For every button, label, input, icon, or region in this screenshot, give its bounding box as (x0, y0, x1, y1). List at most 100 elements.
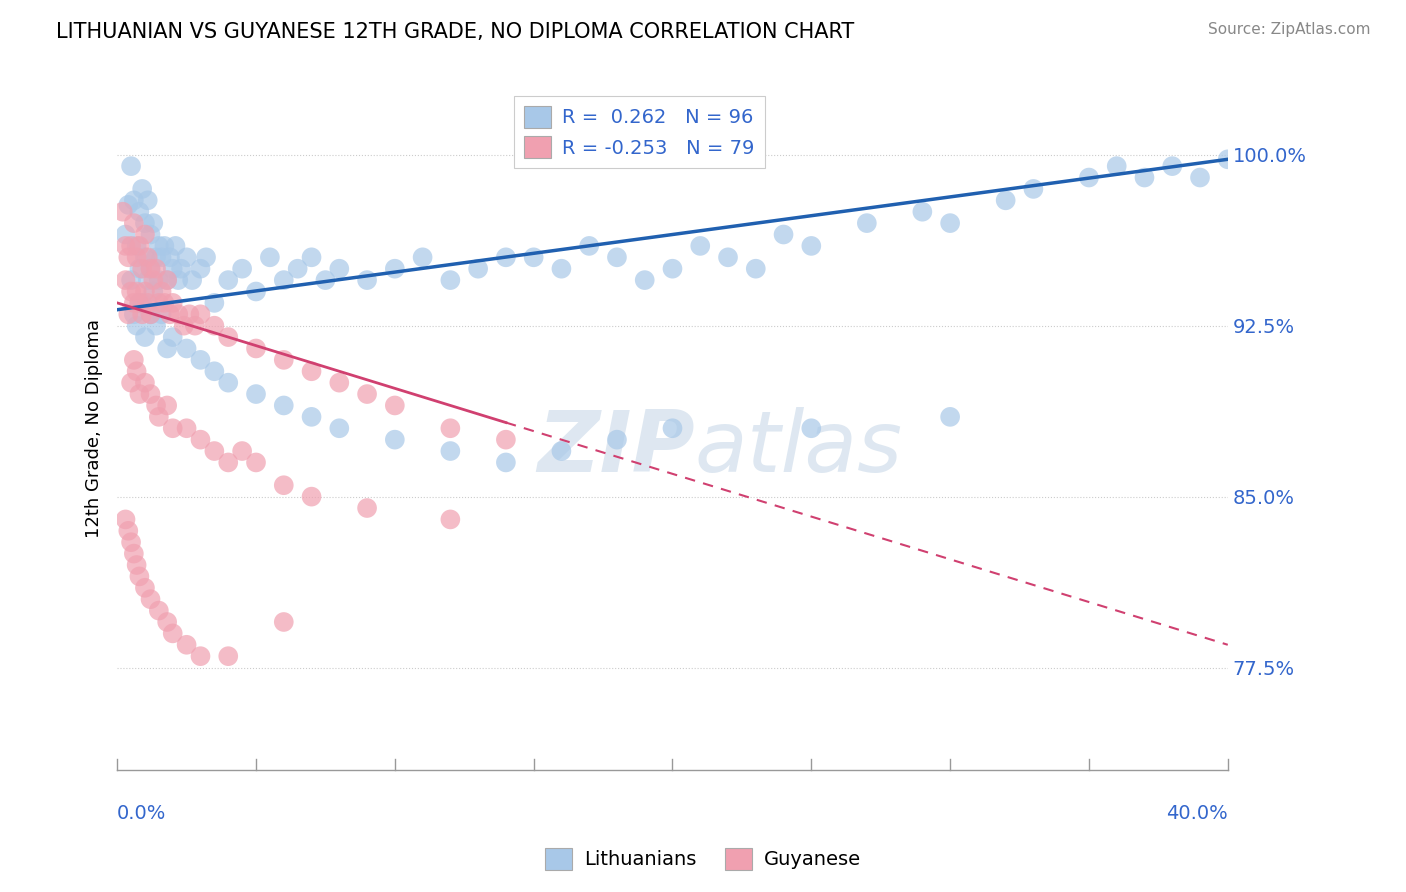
Point (717, 250, 740, 264)
Point (301, 409, 323, 424)
Point (148, 296, 170, 310)
Point (176, 342, 198, 356)
Point (125, 558, 148, 572)
Point (150, 250, 173, 264)
Point (176, 638, 198, 652)
Point (131, 296, 153, 310)
Point (176, 250, 198, 264)
Point (145, 399, 167, 413)
Point (136, 296, 159, 310)
Point (550, 261, 572, 276)
Point (117, 524, 139, 538)
Point (273, 399, 295, 413)
Point (153, 296, 176, 310)
Point (122, 216, 145, 230)
Point (606, 433, 628, 447)
Point (134, 581, 156, 595)
Point (190, 261, 212, 276)
Point (356, 501, 378, 516)
Point (128, 204, 150, 219)
Point (125, 250, 148, 264)
Point (128, 569, 150, 583)
Point (139, 307, 162, 321)
Point (150, 285, 173, 299)
Point (190, 352, 212, 367)
Point (156, 342, 179, 356)
Text: ZIP: ZIP (537, 408, 695, 491)
Point (134, 285, 156, 299)
Point (578, 239, 600, 253)
Point (120, 535, 142, 549)
Point (148, 409, 170, 424)
Point (131, 307, 153, 321)
Point (114, 239, 136, 253)
Point (134, 216, 156, 230)
Point (150, 307, 173, 321)
Text: 0.0%: 0.0% (117, 805, 166, 823)
Point (273, 615, 295, 629)
Point (314, 273, 336, 287)
Point (467, 261, 489, 276)
Point (122, 352, 145, 367)
Point (911, 204, 934, 219)
Point (128, 239, 150, 253)
Point (1133, 170, 1156, 185)
Point (190, 433, 212, 447)
Point (202, 444, 225, 458)
Point (131, 182, 153, 196)
Point (156, 615, 179, 629)
Point (114, 273, 136, 287)
Point (120, 159, 142, 173)
Point (156, 273, 179, 287)
Point (202, 364, 225, 378)
Point (412, 250, 434, 264)
Point (148, 273, 170, 287)
Point (148, 604, 170, 618)
Point (634, 273, 657, 287)
Point (139, 592, 162, 607)
Point (1188, 170, 1211, 185)
Point (439, 273, 461, 287)
Point (301, 250, 323, 264)
Point (153, 239, 176, 253)
Point (745, 261, 768, 276)
Legend: R =  0.262   N = 96, R = -0.253   N = 79: R = 0.262 N = 96, R = -0.253 N = 79 (513, 96, 765, 169)
Point (217, 273, 239, 287)
Point (117, 250, 139, 264)
Point (111, 204, 134, 219)
Point (439, 421, 461, 435)
Point (142, 273, 165, 287)
Point (122, 547, 145, 561)
Point (384, 261, 406, 276)
Point (217, 330, 239, 344)
Point (145, 318, 167, 333)
Point (1161, 159, 1184, 173)
Point (356, 387, 378, 401)
Point (301, 364, 323, 378)
Point (139, 227, 162, 242)
Y-axis label: 12th Grade, No Diploma: 12th Grade, No Diploma (86, 318, 103, 538)
Point (145, 261, 167, 276)
Point (170, 261, 193, 276)
Point (1022, 182, 1045, 196)
Point (156, 273, 179, 287)
Point (800, 239, 823, 253)
Point (939, 216, 962, 230)
Point (134, 376, 156, 390)
Point (328, 376, 350, 390)
Legend: Lithuanians, Guyanese: Lithuanians, Guyanese (537, 839, 869, 878)
Point (117, 198, 139, 212)
Point (162, 296, 184, 310)
Point (856, 216, 879, 230)
Point (772, 227, 794, 242)
Point (384, 433, 406, 447)
Point (145, 250, 167, 264)
Point (190, 649, 212, 664)
Point (994, 194, 1017, 208)
Point (231, 444, 253, 458)
Point (139, 387, 162, 401)
Point (800, 421, 823, 435)
Text: 40.0%: 40.0% (1166, 805, 1227, 823)
Point (195, 250, 218, 264)
Point (661, 421, 683, 435)
